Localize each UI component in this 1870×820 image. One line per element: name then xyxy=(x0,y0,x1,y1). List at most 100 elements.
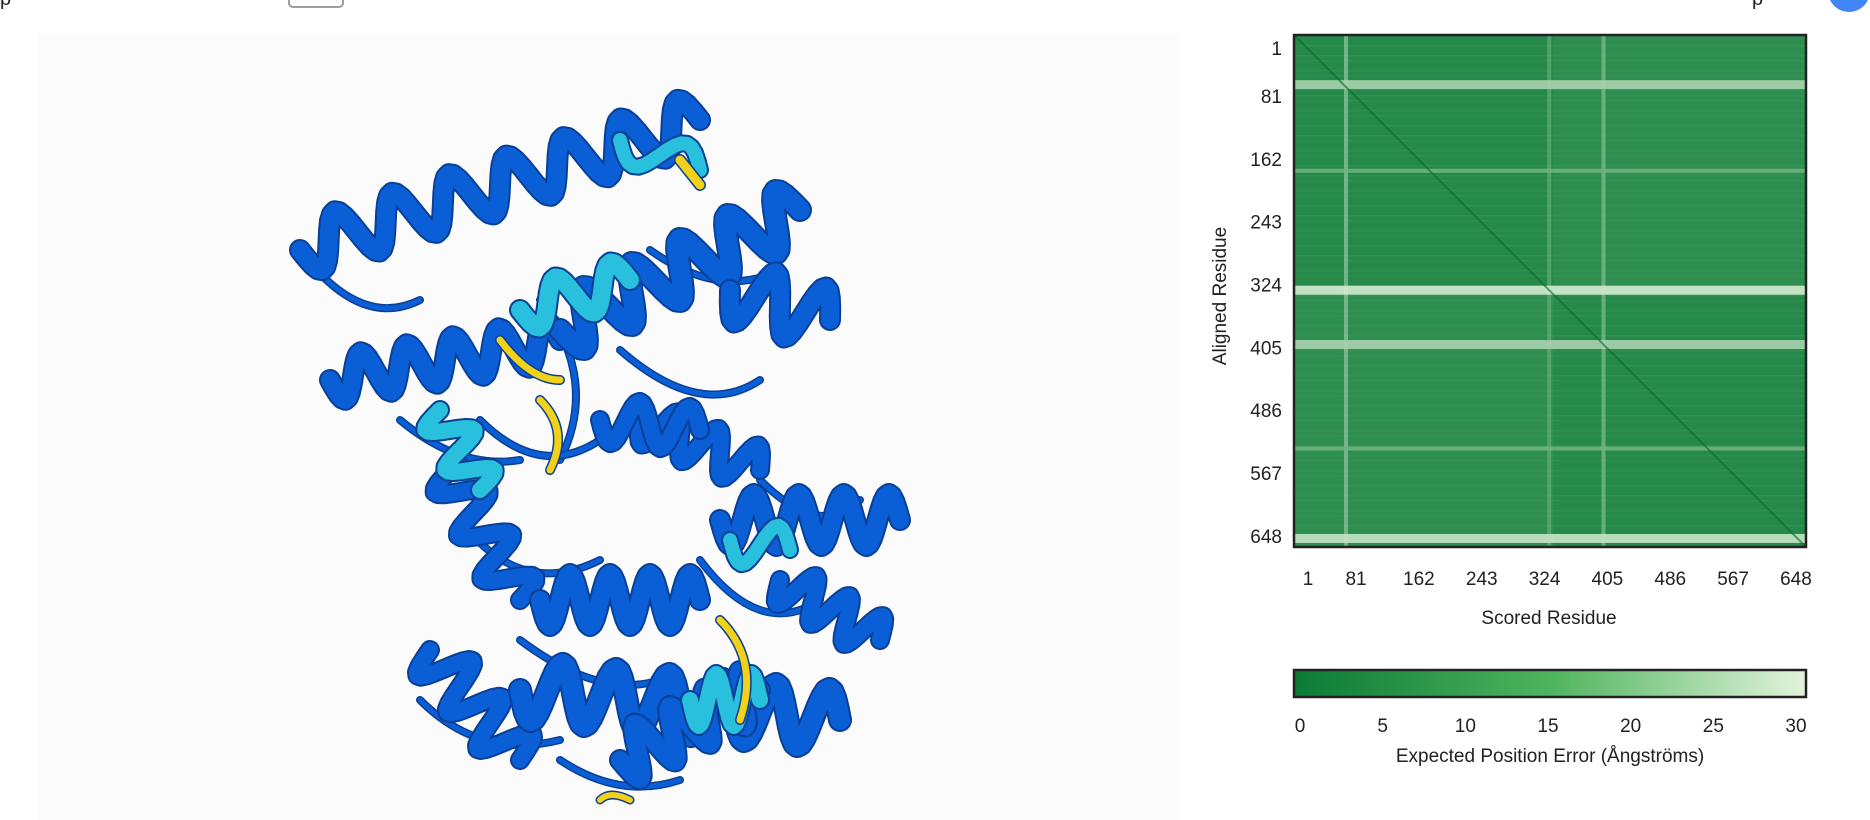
coil xyxy=(477,417,603,459)
heatmap-error-column xyxy=(1343,35,1348,547)
heatmap-texture-row xyxy=(1294,45,1806,47)
colorbar-tick-label: 5 xyxy=(1377,716,1388,737)
heatmap-texture-row xyxy=(1294,355,1806,357)
y-axis-ticks: 1 81 162 243 324 405 486 567 648 xyxy=(1250,39,1282,548)
heatmap-texture-row xyxy=(1294,125,1806,127)
colorbar xyxy=(1292,668,1808,699)
helix xyxy=(711,485,909,555)
heatmap-texture-row xyxy=(1294,150,1806,152)
heatmap-texture-row xyxy=(1294,260,1806,262)
heatmap-texture-row xyxy=(1294,350,1806,352)
heatmap-texture-row xyxy=(1294,335,1806,337)
heatmap-texture-row xyxy=(1294,375,1806,377)
heatmap-texture-row xyxy=(1294,215,1806,217)
heatmap-texture-row xyxy=(1294,525,1806,527)
heatmap-texture-row xyxy=(1294,455,1806,457)
helix xyxy=(767,568,893,652)
top-toggle-chip[interactable] xyxy=(288,0,344,8)
heatmap-texture-row xyxy=(1294,340,1806,342)
helix xyxy=(531,565,709,635)
colorbar-tick-label: 0 xyxy=(1295,716,1306,737)
protein-ribbon-model[interactable] xyxy=(38,34,1180,820)
heatmap-texture-row xyxy=(1294,535,1806,537)
x-tick-label: 648 xyxy=(1780,569,1812,590)
heatmap-texture-row xyxy=(1294,235,1806,237)
protein-structure-viewer[interactable] xyxy=(38,34,1180,820)
heatmap-texture-row xyxy=(1294,495,1806,497)
x-tick-label: 567 xyxy=(1717,569,1749,590)
heatmap-error-column xyxy=(1547,35,1552,547)
colorbar-ticks: 0 5 10 15 20 25 30 xyxy=(1295,716,1807,737)
heatmap-texture-row xyxy=(1294,140,1806,142)
heatmap-texture-row xyxy=(1294,205,1806,207)
heatmap-diagonal xyxy=(1293,34,1807,548)
heatmap-texture-row xyxy=(1294,100,1806,102)
avatar[interactable] xyxy=(1828,0,1870,12)
heatmap-texture-row xyxy=(1294,35,1806,37)
heatmap-texture-row xyxy=(1294,75,1806,77)
heatmap-texture-row xyxy=(1294,460,1806,462)
y-tick-label: 1 xyxy=(1271,39,1282,60)
heatmap-texture-row xyxy=(1294,295,1806,297)
heatmap-texture-row xyxy=(1294,420,1806,422)
heatmap-texture-row xyxy=(1294,540,1806,542)
low-confidence-coil xyxy=(675,155,705,190)
heatmap-texture-row xyxy=(1294,245,1806,247)
helix xyxy=(409,642,541,768)
heatmap-texture-row xyxy=(1294,165,1806,167)
helix xyxy=(426,462,544,608)
heatmap-texture-row xyxy=(1294,395,1806,397)
heatmap-texture-row xyxy=(1294,380,1806,382)
pae-heatmap[interactable] xyxy=(1293,34,1807,548)
heatmap-frame xyxy=(1292,33,1808,549)
helix xyxy=(291,90,709,280)
y-tick-label: 648 xyxy=(1250,527,1282,548)
heatmap-texture-row xyxy=(1294,195,1806,197)
helix xyxy=(550,181,810,359)
heatmap-texture-row xyxy=(1294,445,1806,447)
x-tick-label: 1 xyxy=(1303,569,1314,590)
heatmap-texture-row xyxy=(1294,485,1806,487)
heatmap-offdiag-block xyxy=(1553,35,1806,295)
heatmap-background xyxy=(1294,35,1806,547)
heatmap-texture-row xyxy=(1294,310,1806,312)
heatmap-texture-row xyxy=(1294,220,1806,222)
heatmap-texture-row xyxy=(1294,325,1806,327)
heatmap-texture-row xyxy=(1294,55,1806,57)
heatmap-texture-row xyxy=(1294,405,1806,407)
helix xyxy=(720,263,840,347)
heatmap-texture-row xyxy=(1294,430,1806,432)
heatmap-error-band xyxy=(1294,340,1806,350)
heatmap-texture-row xyxy=(1294,95,1806,97)
heatmap-texture-row xyxy=(1294,180,1806,182)
heatmap-texture-row xyxy=(1294,230,1806,232)
heatmap-texture-row xyxy=(1294,285,1806,287)
heatmap-texture-row xyxy=(1294,135,1806,137)
heatmap-texture-row xyxy=(1294,415,1806,417)
heatmap-error-band xyxy=(1294,446,1806,451)
helix xyxy=(592,393,708,457)
heatmap-texture-row xyxy=(1294,475,1806,477)
heatmap-texture-row xyxy=(1294,510,1806,512)
heatmap-texture-row xyxy=(1294,175,1806,177)
heatmap-error-band xyxy=(1294,533,1806,543)
heatmap-offdiag-block xyxy=(1294,294,1554,547)
heatmap-texture-row xyxy=(1294,315,1806,317)
heatmap-error-column xyxy=(1601,35,1606,547)
y-tick-label: 405 xyxy=(1250,338,1282,359)
helix xyxy=(723,518,797,572)
top-right-text: p xyxy=(1752,0,1763,11)
heatmap-texture-row xyxy=(1294,110,1806,112)
heatmap-error-band xyxy=(1294,168,1806,173)
helix xyxy=(511,253,639,337)
heatmap-texture-row xyxy=(1294,470,1806,472)
heatmap-texture-row xyxy=(1294,365,1806,367)
coil xyxy=(557,757,683,790)
y-tick-label: 81 xyxy=(1261,87,1282,108)
colorbar-tick-label: 30 xyxy=(1785,716,1806,737)
heatmap-texture-row xyxy=(1294,190,1806,192)
top-left-text: p xyxy=(0,0,11,11)
heatmap-texture-row xyxy=(1294,435,1806,437)
x-tick-label: 243 xyxy=(1466,569,1498,590)
x-tick-label: 162 xyxy=(1403,569,1435,590)
